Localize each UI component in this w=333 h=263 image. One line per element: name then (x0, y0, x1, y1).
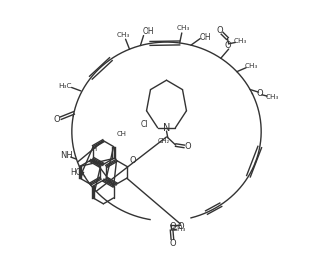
Text: N: N (163, 124, 170, 134)
Text: O: O (216, 26, 223, 35)
Text: O: O (130, 156, 137, 165)
Text: CH₃: CH₃ (245, 63, 258, 69)
Text: HO: HO (70, 168, 82, 177)
Text: CH₃: CH₃ (177, 26, 190, 32)
Text: O: O (54, 115, 60, 124)
Text: O: O (257, 89, 263, 98)
Text: O: O (178, 222, 184, 231)
Text: CH₃: CH₃ (234, 38, 247, 44)
Text: OH: OH (200, 33, 211, 42)
Text: CH₃: CH₃ (173, 226, 186, 232)
Text: CH: CH (117, 131, 127, 137)
Text: OH: OH (143, 27, 154, 36)
Text: H: H (92, 146, 97, 151)
Text: O: O (184, 142, 191, 151)
Text: O: O (169, 222, 176, 231)
Text: H₃C: H₃C (58, 83, 72, 89)
Text: NH: NH (60, 151, 73, 160)
Text: O: O (169, 239, 176, 248)
Text: Cl: Cl (141, 120, 148, 129)
Text: CH₂: CH₂ (158, 138, 170, 144)
Text: CH₃: CH₃ (116, 32, 130, 38)
Text: CH₃: CH₃ (266, 94, 279, 100)
Text: O: O (224, 41, 231, 50)
